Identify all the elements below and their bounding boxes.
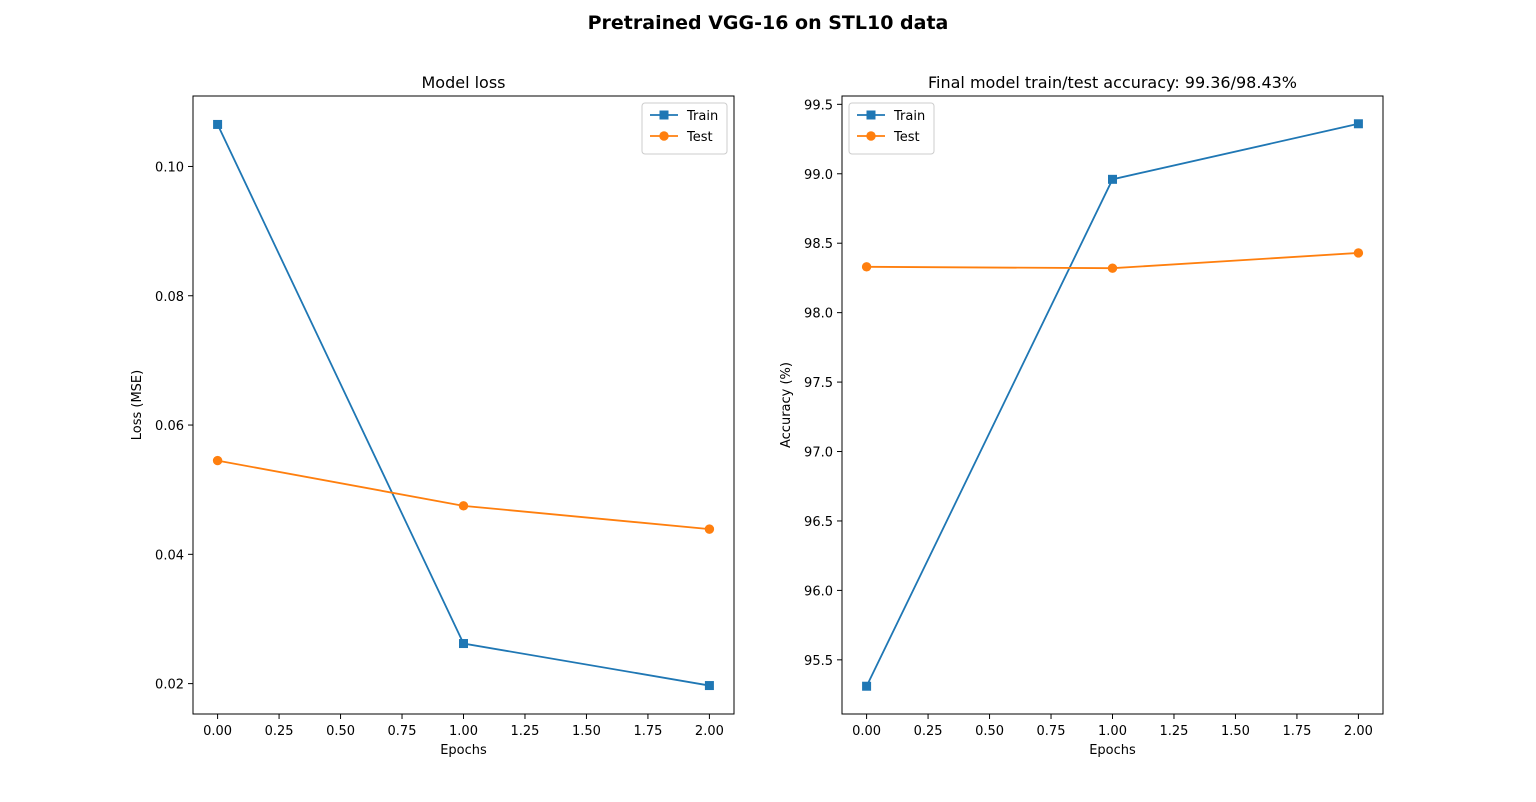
chart-title: Final model train/test accuracy: 99.36/9…	[928, 73, 1297, 92]
x-axis-label: Epochs	[440, 743, 487, 758]
x-tick-label: 1.25	[1160, 724, 1189, 739]
legend: Train Test	[848, 102, 935, 155]
legend-label-test: Test	[686, 130, 713, 145]
chart-panel-2: Final model train/test accuracy: 99.36/9…	[779, 73, 1384, 758]
x-tick-label: 0.00	[203, 724, 232, 739]
y-tick-label: 98.0	[804, 307, 833, 322]
x-tick-label: 2.00	[1344, 724, 1373, 739]
data-point-train	[213, 119, 223, 129]
y-tick-label: 95.5	[804, 654, 833, 669]
data-point-train	[862, 681, 872, 691]
x-tick-label: 0.75	[388, 724, 417, 739]
y-tick-label: 0.02	[155, 678, 184, 693]
legend-label-test: Test	[893, 130, 920, 145]
y-tick-label: 0.10	[155, 160, 184, 175]
y-tick-label: 0.06	[155, 419, 184, 434]
x-tick-label: 0.25	[914, 724, 943, 739]
y-axis-label: Accuracy (%)	[779, 362, 794, 448]
x-tick-label: 1.75	[633, 724, 662, 739]
x-tick-label: 0.25	[265, 724, 294, 739]
data-point-test	[1353, 248, 1364, 258]
x-tick-label: 0.75	[1037, 724, 1066, 739]
legend-marker-train	[659, 110, 669, 120]
data-point-train	[1108, 174, 1117, 184]
data-point-test	[861, 262, 872, 272]
figure-title: Pretrained VGG-16 on STL10 data	[587, 12, 949, 34]
data-point-test	[1107, 263, 1118, 273]
y-tick-label: 97.5	[804, 376, 833, 391]
y-tick-label: 99.0	[804, 168, 833, 183]
chart-panel-1: Model loss 0.00 0.25 0.50 0.75 1.00 1.25 1.50 1.…	[130, 73, 735, 758]
data-point-train	[459, 639, 468, 649]
x-tick-label: 0.50	[326, 724, 355, 739]
chart-title: Model loss	[421, 73, 505, 92]
y-tick-label: 98.5	[804, 237, 833, 252]
plot-area-frame	[841, 95, 1384, 715]
data-point-train	[1353, 119, 1363, 129]
x-tick-label: 2.00	[695, 724, 724, 739]
y-tick-label: 96.5	[804, 515, 833, 530]
y-tick-label: 0.04	[155, 548, 184, 563]
series-line-test	[217, 459, 710, 531]
x-tick-label: 1.50	[1221, 724, 1250, 739]
legend-label-train: Train	[686, 109, 718, 124]
y-axis-label: Loss (MSE)	[130, 370, 145, 440]
y-tick-label: 0.08	[155, 290, 184, 305]
y-tick-label: 96.0	[804, 584, 833, 599]
x-tick-label: 1.75	[1282, 724, 1311, 739]
x-tick-label: 0.50	[975, 724, 1004, 739]
legend-marker-train	[866, 110, 876, 120]
y-tick-label: 99.5	[804, 98, 833, 113]
legend-marker-test	[866, 131, 876, 141]
series-line-train	[865, 122, 1359, 687]
legend-label-train: Train	[893, 109, 925, 124]
x-tick-label: 1.00	[449, 724, 478, 739]
x-tick-label: 0.00	[852, 724, 881, 739]
data-point-train	[704, 681, 714, 691]
legend: Train Test	[641, 102, 728, 155]
legend-marker-test	[659, 131, 669, 141]
x-tick-label: 1.25	[511, 724, 540, 739]
x-axis-label: Epochs	[1089, 743, 1136, 758]
series-line-train	[216, 124, 710, 687]
y-tick-label: 97.0	[804, 446, 833, 461]
x-tick-label: 1.00	[1098, 724, 1127, 739]
data-point-test	[212, 455, 223, 466]
plot-area-frame	[192, 95, 735, 715]
data-point-test	[458, 501, 469, 511]
x-tick-label: 1.50	[572, 724, 601, 739]
data-point-test	[704, 524, 715, 534]
